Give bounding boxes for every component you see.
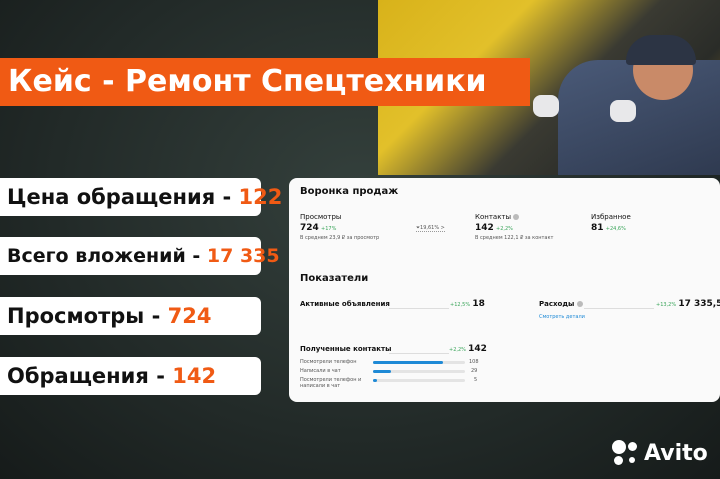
details-link[interactable]: Смотреть детали [539, 314, 585, 320]
info-icon[interactable] [513, 214, 520, 220]
divider [584, 308, 654, 309]
worker-cap [626, 35, 696, 65]
views-value: 724 +17% [300, 223, 337, 233]
contacts-sub: В среднем 122,1 ₽ за контакт [475, 235, 554, 241]
stat-pill: Обращения - 142 [0, 357, 261, 395]
page-title: Кейс - Ремонт Спецтехники [0, 58, 530, 106]
favorites-value: 81 +24,6% [591, 223, 626, 233]
received-value: +2,2% 142 [449, 344, 487, 354]
avito-dots-icon [612, 440, 640, 466]
received-label: Полученные контакты [300, 345, 392, 353]
row-value: 108 [469, 359, 479, 365]
row-label: Написали в чат [300, 368, 341, 374]
row-value: 5 [474, 377, 478, 383]
repair-photo [378, 0, 720, 175]
divider [389, 308, 449, 309]
row-value: 29 [471, 368, 478, 374]
metrics-title: Показатели [300, 273, 369, 284]
row-label: Посмотрели телефон и написали в чат [300, 377, 362, 389]
stats-card: Воронка продаж Просмотры 724 +17% В сред… [289, 178, 720, 402]
views-label: Просмотры [300, 213, 342, 221]
stat-pill: Цена обращения - 122 [0, 178, 282, 216]
glove [533, 95, 559, 117]
progress-bar [373, 379, 465, 382]
conversion-link[interactable]: ⏷19,61% > [416, 225, 445, 232]
expenses-value: +13,2% 17 335,58 ₽ [656, 299, 720, 309]
active-value: +12,5% 18 [450, 299, 485, 309]
funnel-title: Воронка продаж [300, 186, 399, 197]
avito-logo: Avito [612, 440, 708, 466]
divider [389, 353, 449, 354]
contacts-value: 142 +2,2% [475, 223, 513, 233]
contacts-label: Контакты [475, 213, 520, 221]
stat-pill: Всего вложений - 17 335 [0, 237, 280, 275]
row-label: Посмотрели телефон [300, 359, 357, 365]
filter-icon: ⏷ [416, 225, 421, 231]
info-icon[interactable] [576, 301, 583, 307]
progress-bar [373, 370, 465, 373]
active-label: Активные объявления [300, 300, 390, 308]
glove [610, 100, 636, 122]
stat-pill: Просмотры - 724 [0, 297, 261, 335]
views-sub: В среднем 23,9 ₽ за просмотр [300, 235, 380, 241]
favorites-label: Избранное [591, 213, 631, 221]
expenses-label: Расходы [539, 300, 583, 308]
progress-bar [373, 361, 465, 364]
